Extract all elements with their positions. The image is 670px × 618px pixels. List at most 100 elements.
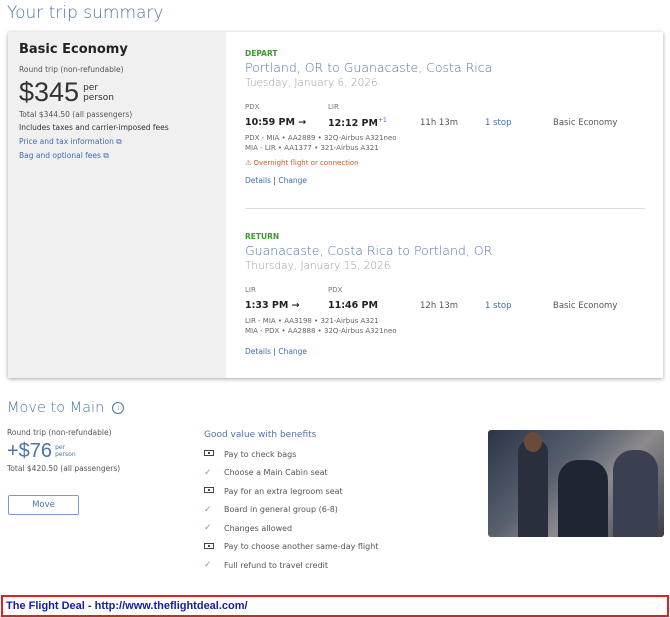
check-icon: ✓ <box>204 523 212 534</box>
stops-link[interactable]: 1 stop <box>485 118 512 128</box>
leg: MIA - PDX • AA2888 • 32Q-Airbus A321neo <box>245 327 397 335</box>
benefit-text: Pay for an extra legroom seat <box>224 486 343 496</box>
price: $345 <box>19 77 80 107</box>
fare-name: Basic Economy <box>19 42 128 57</box>
benefit-item: Pay to check bags <box>204 445 378 464</box>
departure-time: 10:59 PM → <box>245 117 306 128</box>
depart-date: Tuesday, January 6, 2026 <box>245 77 378 89</box>
benefits-title: Good value with benefits <box>204 430 317 440</box>
check-icon: ✓ <box>204 467 212 478</box>
benefit-item: ✓ Board in general group (6-8) <box>204 501 378 520</box>
upgrade-price-row: +$76 per person <box>7 440 187 462</box>
person-label: person <box>83 92 114 103</box>
benefit-item: Pay for an extra legroom seat <box>204 482 378 501</box>
return-route: Guanacaste, Costa Rica to Portland, OR <box>245 243 493 258</box>
duration: 12h 13m <box>420 301 459 311</box>
change-link[interactable]: Change <box>278 347 308 356</box>
destination-code: PDX <box>328 286 343 294</box>
leg: MIA - LIR • AA1377 • 321-Airbus A321 <box>245 144 379 152</box>
depart-segment: DEPART Portland, OR to Guanacaste, Costa… <box>245 49 655 185</box>
warning-icon: ⚠ <box>245 159 252 167</box>
page-title: Your trip summary <box>7 3 164 23</box>
per-person: per person <box>83 83 114 103</box>
leg: LIR - MIA • AA3198 • 321-Airbus A321 <box>245 317 379 325</box>
passengers-photo <box>488 430 664 537</box>
trip-type: Round trip (non-refundable) <box>19 65 124 74</box>
arrow-right-icon: → <box>291 300 300 311</box>
return-segment: RETURN Guanacaste, Costa Rica to Portlan… <box>245 232 655 356</box>
overnight-warning: ⚠ Overnight flight or connection <box>245 159 359 167</box>
benefit-text: Changes allowed <box>224 523 293 533</box>
money-icon <box>204 449 224 459</box>
bag-fees-label: Bag and optional fees <box>19 151 101 160</box>
photo-figure <box>524 432 542 452</box>
details-link[interactable]: Details <box>245 347 272 356</box>
separator: | <box>273 347 276 356</box>
benefit-text: Board in general group (6-8) <box>224 505 338 515</box>
per-label: per <box>83 82 99 93</box>
arrow-right-icon: → <box>298 117 307 128</box>
photo-figure <box>518 440 548 537</box>
check-icon: ✓ <box>204 560 212 571</box>
benefit-text: Choose a Main Cabin seat <box>224 468 328 478</box>
person-label: person <box>55 451 76 458</box>
upgrade-total: Total $420.50 (all passengers) <box>7 464 121 473</box>
check-icon: ✓ <box>204 504 212 515</box>
day-offset: +1 <box>377 117 387 124</box>
fare-summary: Basic Economy Round trip (non-refundable… <box>8 32 226 378</box>
benefit-item: ✓ Full refund to travel credit <box>204 556 378 575</box>
cabin: Basic Economy <box>553 118 618 128</box>
arr-time: 12:12 PM <box>328 118 378 130</box>
info-icon[interactable]: i <box>112 402 125 414</box>
destination-code: LIR <box>328 103 339 111</box>
price-row: $345 per person <box>19 77 215 108</box>
return-actions: Details | Change <box>245 347 307 357</box>
cabin: Basic Economy <box>553 301 618 311</box>
change-link[interactable]: Change <box>278 176 308 185</box>
return-label: RETURN <box>245 232 280 241</box>
duration: 11h 13m <box>420 118 459 128</box>
origin-code: LIR <box>245 286 256 294</box>
details-link[interactable]: Details <box>245 176 272 185</box>
benefit-item: Pay to choose another same-day flight <box>204 538 378 557</box>
return-date: Thursday, January 15, 2026 <box>245 260 391 272</box>
upgrade-trip-type: Round trip (non-refundable) <box>7 428 112 437</box>
depart-route: Portland, OR to Guanacaste, Costa Rica <box>245 60 493 75</box>
dep-time: 10:59 PM <box>245 117 295 128</box>
upgrade-title-text: Move to Main <box>7 400 105 416</box>
per-label: per <box>55 444 66 451</box>
arrival-time: 11:46 PM <box>328 300 378 311</box>
money-icon <box>204 486 224 496</box>
departure-time: 1:33 PM → <box>245 300 300 311</box>
divider <box>245 208 645 209</box>
depart-actions: Details | Change <box>245 176 307 186</box>
move-button[interactable]: Move <box>8 495 79 515</box>
external-link-icon: ⧉ <box>116 137 122 146</box>
legs: PDX - MIA • AA2889 • 32Q-Airbus A321neo M… <box>245 133 397 153</box>
price-tax-link[interactable]: Price and tax information ⧉ <box>19 137 215 147</box>
includes-note: Includes taxes and carrier-imposed fees <box>19 123 169 132</box>
benefit-text: Pay to check bags <box>224 449 297 459</box>
depart-label: DEPART <box>245 49 278 58</box>
warning-text: Overnight flight or connection <box>253 159 359 167</box>
legs: LIR - MIA • AA3198 • 321-Airbus A321 MIA … <box>245 316 397 336</box>
origin-code: PDX <box>245 103 260 111</box>
dep-time: 1:33 PM <box>245 300 289 311</box>
photo-figure <box>613 450 658 537</box>
upgrade-per-person: per person <box>55 444 76 458</box>
stops-link[interactable]: 1 stop <box>485 301 512 311</box>
money-icon <box>204 542 224 552</box>
benefit-item: ✓ Changes allowed <box>204 519 378 538</box>
upgrade-title: Move to Main i <box>7 400 125 416</box>
benefit-item: ✓ Choose a Main Cabin seat <box>204 464 378 483</box>
benefit-text: Full refund to travel credit <box>224 560 329 570</box>
footer-banner[interactable]: The Flight Deal - http://www.theflightde… <box>1 595 669 617</box>
upgrade-summary: Round trip (non-refundable) +$76 per pers… <box>7 428 187 474</box>
upgrade-price: +$76 <box>7 440 53 462</box>
bag-fees-link[interactable]: Bag and optional fees ⧉ <box>19 151 215 161</box>
arrival-time: 12:12 PM+1 <box>328 117 387 129</box>
benefits-list: Pay to check bags ✓ Choose a Main Cabin se… <box>204 445 378 575</box>
external-link-icon: ⧉ <box>103 151 109 160</box>
separator: | <box>273 176 276 185</box>
price-tax-label: Price and tax information <box>19 137 114 146</box>
